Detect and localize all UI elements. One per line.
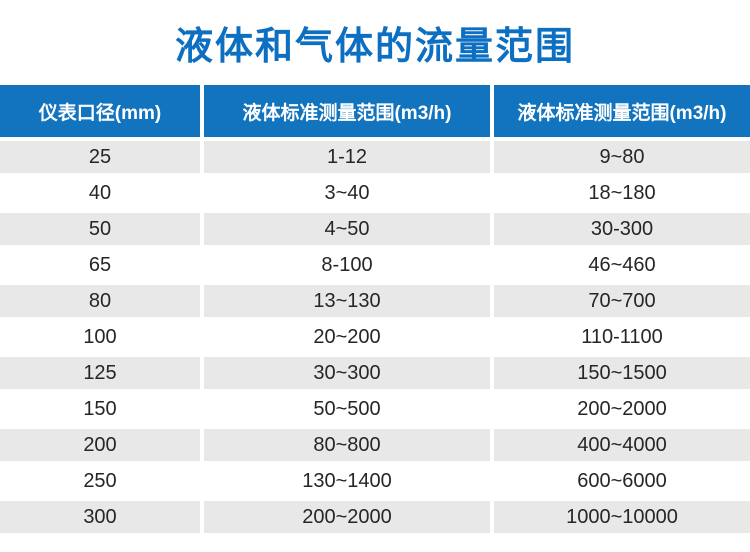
- table-cell: 250: [0, 465, 200, 497]
- table-row: 40 3~40 18~180: [0, 177, 750, 209]
- table-cell: 130~1400: [204, 465, 490, 497]
- page: 液体和气体的流量范围 仪表口径(mm) 液体标准测量范围(m3/h) 液体标准测量范…: [0, 0, 750, 533]
- table-cell: 80: [0, 285, 200, 317]
- table-cell: 150~1500: [494, 357, 750, 389]
- table-cell: 600~6000: [494, 465, 750, 497]
- table-header-row: 仪表口径(mm) 液体标准测量范围(m3/h) 液体标准测量范围(m3/h): [0, 85, 750, 137]
- flow-range-table: 仪表口径(mm) 液体标准测量范围(m3/h) 液体标准测量范围(m3/h) 25 1…: [0, 85, 750, 533]
- table-row: 80 13~130 70~700: [0, 285, 750, 317]
- table-row: 25 1-12 9~80: [0, 141, 750, 173]
- column-header: 仪表口径(mm): [0, 85, 200, 137]
- table-row: 50 4~50 30-300: [0, 213, 750, 245]
- table-cell: 70~700: [494, 285, 750, 317]
- table-cell: 9~80: [494, 141, 750, 173]
- table-cell: 110-1100: [494, 321, 750, 353]
- table-cell: 40: [0, 177, 200, 209]
- table-cell: 46~460: [494, 249, 750, 281]
- page-title: 液体和气体的流量范围: [174, 26, 575, 68]
- table-row: 250 130~1400 600~6000: [0, 465, 750, 497]
- table-cell: 30-300: [494, 213, 750, 245]
- table-row: 300 200~2000 1000~10000: [0, 501, 750, 533]
- table-cell: 50: [0, 213, 200, 245]
- table-row: 125 30~300 150~1500: [0, 357, 750, 389]
- table-cell: 150: [0, 393, 200, 425]
- table-row: 65 8-100 46~460: [0, 249, 750, 281]
- column-header: 液体标准测量范围(m3/h): [494, 85, 750, 137]
- table-cell: 3~40: [204, 177, 490, 209]
- table-cell: 200: [0, 429, 200, 461]
- table-row: 200 80~800 400~4000: [0, 429, 750, 461]
- table-cell: 1000~10000: [494, 501, 750, 533]
- table-cell: 50~500: [204, 393, 490, 425]
- table-cell: 125: [0, 357, 200, 389]
- table-cell: 1-12: [204, 141, 490, 173]
- table-cell: 13~130: [204, 285, 490, 317]
- table-row: 100 20~200 110-1100: [0, 321, 750, 353]
- column-header: 液体标准测量范围(m3/h): [204, 85, 490, 137]
- table-cell: 30~300: [204, 357, 490, 389]
- table-cell: 200~2000: [494, 393, 750, 425]
- table-cell: 8-100: [204, 249, 490, 281]
- table-body: 25 1-12 9~80 40 3~40 18~180 50 4~50 30-300 65 8-10…: [0, 141, 750, 533]
- table-cell: 4~50: [204, 213, 490, 245]
- table-cell: 65: [0, 249, 200, 281]
- table-cell: 80~800: [204, 429, 490, 461]
- table-cell: 200~2000: [204, 501, 490, 533]
- table-cell: 20~200: [204, 321, 490, 353]
- table-cell: 25: [0, 141, 200, 173]
- table-cell: 300: [0, 501, 200, 533]
- table-cell: 18~180: [494, 177, 750, 209]
- table-cell: 400~4000: [494, 429, 750, 461]
- table-cell: 100: [0, 321, 200, 353]
- title-area: 液体和气体的流量范围: [0, 0, 750, 85]
- table-row: 150 50~500 200~2000: [0, 393, 750, 425]
